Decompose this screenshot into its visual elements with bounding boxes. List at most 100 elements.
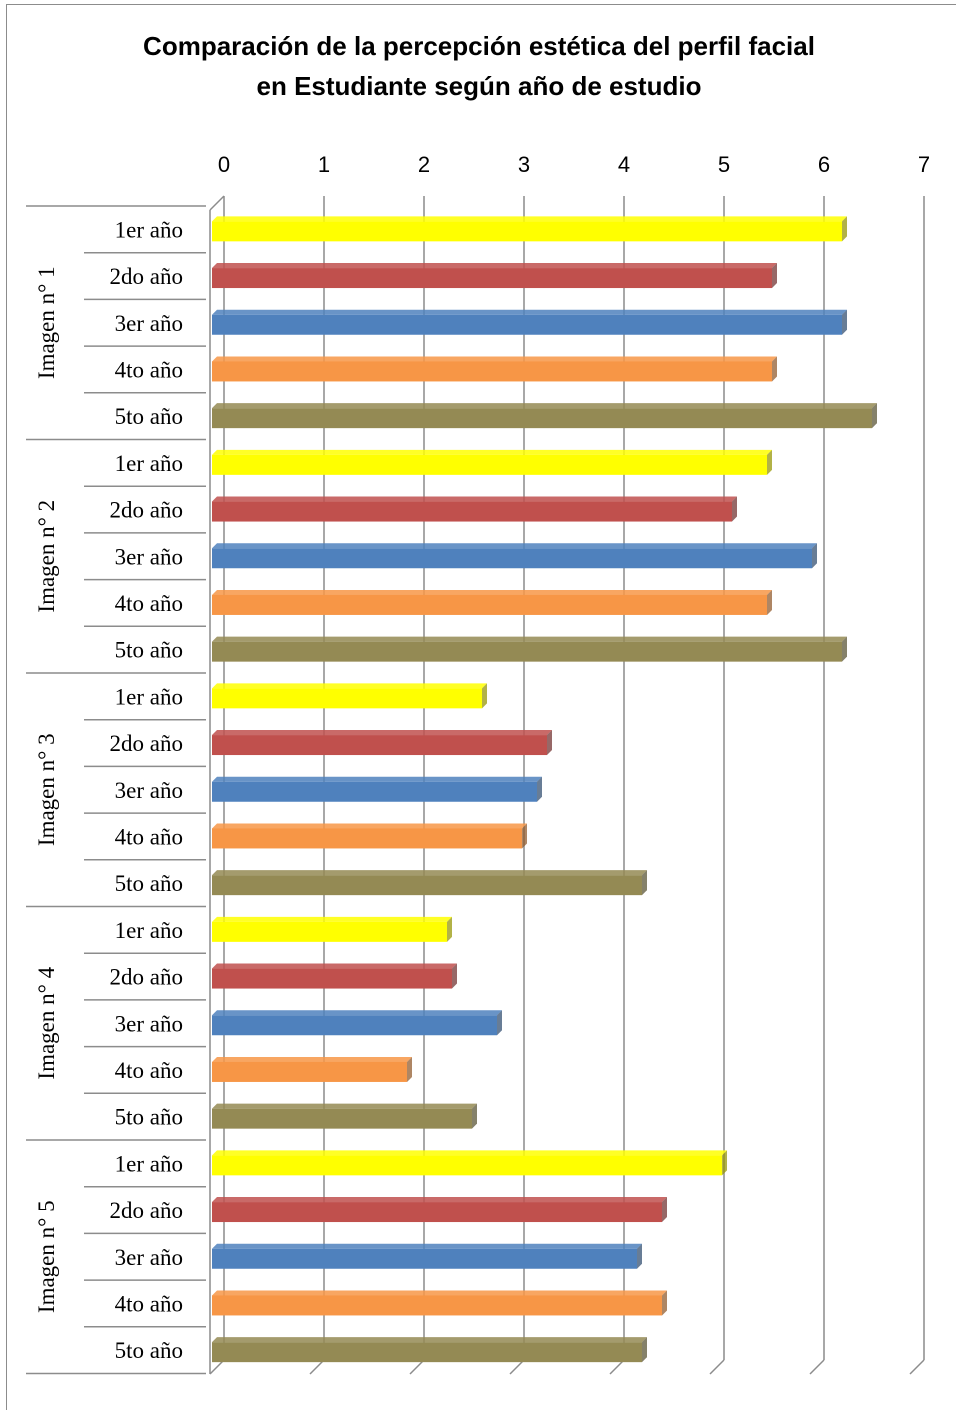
bar-side-face	[732, 496, 737, 522]
category-label: 4to año	[115, 591, 183, 616]
category-label: 2do año	[110, 731, 183, 756]
bar-top-face	[212, 589, 772, 595]
bar-side-shade	[637, 1243, 642, 1269]
bar-side-shade	[642, 1337, 647, 1363]
bar-top-face	[212, 403, 877, 409]
bar-top-face	[212, 496, 737, 502]
category-label: 3er año	[115, 1011, 183, 1036]
bar	[212, 454, 767, 475]
x-tick-label: 0	[218, 152, 230, 177]
category-label: 1er año	[115, 918, 183, 943]
gridline-floor	[409, 1359, 425, 1375]
x-tick-label: 2	[418, 152, 430, 177]
gridline-floor	[709, 1359, 725, 1375]
bar-side-face	[662, 1290, 667, 1316]
bar	[212, 641, 842, 662]
bar-side-shade	[767, 589, 772, 615]
bar-side-face	[842, 636, 847, 662]
bar-top-face	[212, 730, 552, 736]
bar-top-face	[212, 683, 487, 689]
gridline-floor	[609, 1359, 625, 1375]
bar-side-face	[522, 823, 527, 849]
bar	[212, 594, 767, 615]
bar-side-shade	[642, 870, 647, 896]
bar-side-face	[637, 1243, 642, 1269]
bar-top-face	[212, 216, 847, 222]
bar-side-face	[812, 543, 817, 569]
bar-top-face	[212, 636, 847, 642]
bar-side-shade	[772, 263, 777, 289]
bar-side-shade	[772, 356, 777, 382]
bar-side-face	[767, 449, 772, 475]
category-label: 2do año	[110, 498, 183, 523]
bar-top-face	[212, 963, 457, 969]
bar-top-face	[212, 449, 772, 455]
bar-side-shade	[497, 1010, 502, 1036]
bar	[212, 501, 732, 522]
bar-side-shade	[452, 963, 457, 989]
bar-top-face	[212, 356, 777, 362]
bar-side-face	[547, 730, 552, 756]
bar-top-face	[212, 263, 777, 269]
bar-side-face	[772, 263, 777, 289]
chart-title-line-2: en Estudiante según año de estudio	[256, 71, 702, 101]
bar-side-shade	[662, 1197, 667, 1223]
category-label: 1er año	[115, 684, 183, 709]
axis-corner-top	[209, 195, 225, 211]
bar-top-face	[212, 1197, 667, 1203]
group-label: Imagen n° 5	[34, 1200, 59, 1313]
category-label: 4to año	[115, 1058, 183, 1083]
bar-side-face	[872, 403, 877, 429]
gridline-floor	[509, 1359, 525, 1375]
category-label: 4to año	[115, 1291, 183, 1316]
bar	[212, 781, 537, 802]
bar-top-face	[212, 1243, 642, 1249]
bar	[212, 968, 452, 989]
x-tick-label: 5	[718, 152, 730, 177]
category-label: 5to año	[115, 638, 183, 663]
bar-side-shade	[537, 776, 542, 802]
bar	[212, 268, 772, 289]
bar-side-face	[497, 1010, 502, 1036]
category-label: 4to año	[115, 357, 183, 382]
bar	[212, 1248, 637, 1269]
bar	[212, 1342, 642, 1363]
category-label: 5to año	[115, 871, 183, 896]
bar-side-shade	[522, 823, 527, 849]
bar-top-face	[212, 776, 542, 782]
bar-top-face	[212, 1290, 667, 1296]
bar-side-shade	[842, 636, 847, 662]
bar-side-shade	[842, 216, 847, 242]
x-tick-label: 4	[618, 152, 630, 177]
chart-title-line-1: Comparación de la percepción estética de…	[143, 31, 815, 61]
bar	[212, 1295, 662, 1316]
gridline-floor	[909, 1359, 925, 1375]
bar-side-shade	[812, 543, 817, 569]
bar	[212, 408, 872, 429]
category-label: 4to año	[115, 824, 183, 849]
bar	[212, 688, 482, 709]
bar-side-face	[842, 309, 847, 335]
category-label: 1er año	[115, 451, 183, 476]
bar-side-shade	[547, 730, 552, 756]
bar-side-shade	[662, 1290, 667, 1316]
bar-side-face	[447, 916, 452, 942]
bar-side-face	[537, 776, 542, 802]
bar-side-face	[482, 683, 487, 709]
bar-top-face	[212, 1337, 647, 1343]
category-label: 3er año	[115, 311, 183, 336]
category-label: 3er año	[115, 778, 183, 803]
group-label: Imagen n° 4	[34, 966, 59, 1079]
bar-top-face	[212, 1150, 727, 1156]
bar	[212, 361, 772, 382]
category-label: 2do año	[110, 965, 183, 990]
gridline-floor	[309, 1359, 325, 1375]
group-label: Imagen n° 3	[34, 733, 59, 846]
gridline-floor	[209, 1359, 225, 1375]
bar-top-face	[212, 916, 452, 922]
bar-side-shade	[732, 496, 737, 522]
bar	[212, 921, 447, 942]
bar-side-shade	[447, 916, 452, 942]
bar-top-face	[212, 823, 527, 829]
bar-top-face	[212, 1103, 477, 1109]
